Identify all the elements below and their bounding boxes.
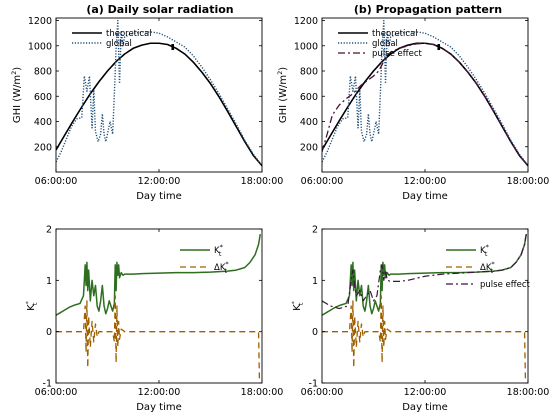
y-tick-label: 0 xyxy=(312,327,318,338)
x-tick-label: 06:00:00 xyxy=(35,176,78,187)
x-tick-label: 12:00:00 xyxy=(138,176,181,187)
series-line-kt xyxy=(322,234,528,316)
peak-marker xyxy=(171,44,175,51)
y-axis-label: K*t xyxy=(290,300,305,311)
y-tick-label: 1000 xyxy=(28,41,52,52)
x-tick-label: 12:00:00 xyxy=(138,387,181,398)
x-tick-label: 12:00:00 xyxy=(404,176,447,187)
y-axis-label: GHI (W/m2) xyxy=(10,67,23,123)
legend-label-pulse: pulse effect xyxy=(372,49,422,59)
legend-label-kt: K* t xyxy=(214,243,224,258)
chart-panel-b-top: 06:00:00 12:00:00 18:00:00 200 400 600 800 1000… xyxy=(276,3,549,202)
x-tick-label: 18:00:00 xyxy=(241,176,284,187)
chart-panel-a-top: 06:00:00 12:00:00 18:00:00 200 400 600 800 1000… xyxy=(10,3,283,202)
plot-frame xyxy=(55,17,263,173)
y-tick-label: 800 xyxy=(34,67,52,78)
x-tick-label: 12:00:00 xyxy=(404,387,447,398)
y-tick-label: -1 xyxy=(309,379,318,390)
peak-marker xyxy=(437,44,441,51)
legend-label-theoretical: theoretical xyxy=(372,29,418,39)
chart-panel-a-bottom: 06:00:00 12:00:00 18:00:00 -1 0 1 2 Day time K*t… xyxy=(24,225,283,414)
y-tick-label: 1200 xyxy=(294,16,318,27)
y-tick-label: 200 xyxy=(300,142,318,153)
series-line-global xyxy=(56,19,262,167)
legend-label-global: global xyxy=(372,39,398,49)
y-tick-label: 1000 xyxy=(294,41,318,52)
legend-label-dkt: ΔK* t xyxy=(214,260,229,275)
legend: K* t ΔK* t pulse effect xyxy=(446,243,530,290)
y-tick-label: 600 xyxy=(300,92,318,103)
y-tick-label: 1 xyxy=(46,276,52,287)
series-line-pulse xyxy=(322,42,528,167)
chart-title: (b) Propagation pattern xyxy=(354,3,502,16)
legend-label-theoretical: theoretical xyxy=(106,29,152,39)
y-tick-label: 400 xyxy=(300,117,318,128)
legend-label-pulse_kt: pulse effect xyxy=(480,280,530,290)
series-line-kt xyxy=(56,234,262,316)
series-line-dkt xyxy=(56,295,261,382)
x-axis-label: Day time xyxy=(136,191,182,202)
legend-label-dkt: ΔK* t xyxy=(480,260,495,275)
series-line-theoretical xyxy=(322,42,528,167)
plot-frame xyxy=(321,17,529,173)
series-line-global xyxy=(322,19,528,167)
y-axis-label: GHI (W/m2) xyxy=(276,67,289,123)
y-tick-label: 400 xyxy=(34,117,52,128)
series-line-theoretical xyxy=(56,42,262,167)
series-line-dkt xyxy=(322,295,527,382)
y-tick-label: 1 xyxy=(312,276,318,287)
y-tick-label: 2 xyxy=(46,225,52,236)
chart-panel-b-bottom: 06:00:00 12:00:00 18:00:00 -1 0 1 2 Day time K*t… xyxy=(290,225,549,414)
x-axis-label: Day time xyxy=(402,402,448,413)
x-tick-label: 06:00:00 xyxy=(301,176,344,187)
y-tick-label: 2 xyxy=(312,225,318,236)
y-tick-label: 200 xyxy=(34,142,52,153)
x-tick-label: 18:00:00 xyxy=(507,176,550,187)
y-tick-label: -1 xyxy=(43,379,52,390)
x-axis-label: Day time xyxy=(402,191,448,202)
x-tick-label: 06:00:00 xyxy=(301,387,344,398)
series-line-pulse_kt xyxy=(322,234,527,310)
x-axis-label: Day time xyxy=(136,402,182,413)
legend-label-kt: K* t xyxy=(480,243,490,258)
y-axis-label: K*t xyxy=(24,300,39,311)
y-tick-label: 1200 xyxy=(28,16,52,27)
legend: K* t ΔK* t xyxy=(180,243,229,275)
y-tick-label: 600 xyxy=(34,92,52,103)
y-tick-label: 0 xyxy=(46,327,52,338)
x-tick-label: 18:00:00 xyxy=(507,387,550,398)
legend-label-global: global xyxy=(106,39,132,49)
y-tick-label: 800 xyxy=(300,67,318,78)
chart-title: (a) Daily solar radiation xyxy=(86,3,233,16)
x-tick-label: 18:00:00 xyxy=(241,387,284,398)
x-tick-label: 06:00:00 xyxy=(35,387,78,398)
